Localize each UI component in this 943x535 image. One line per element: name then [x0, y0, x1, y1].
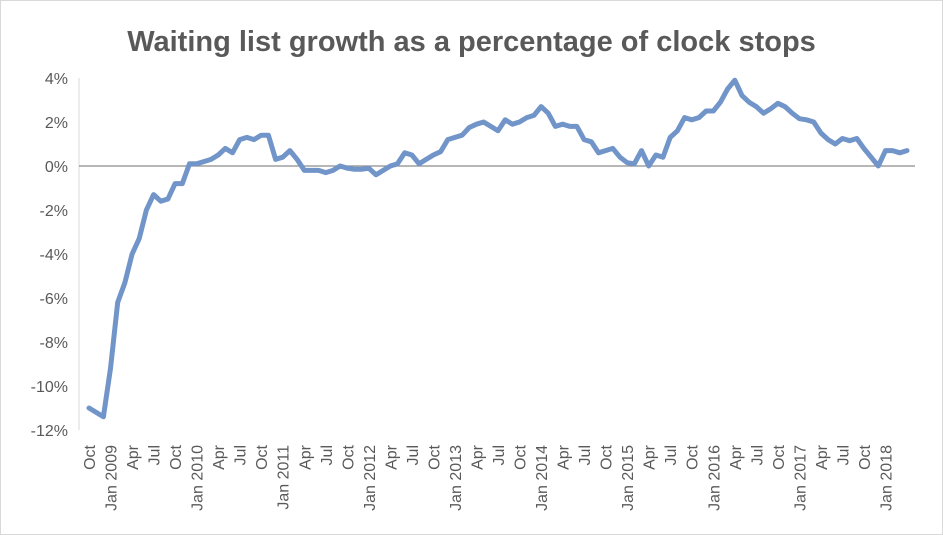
- series-layer: [86, 77, 910, 420]
- x-tick-label: Oct: [685, 444, 702, 469]
- x-tick-label: Jul: [147, 445, 164, 465]
- x-tick-label: Apr: [125, 444, 142, 470]
- x-tick-label: Jan 2009: [104, 445, 121, 511]
- x-tick-label: Jan 2011: [276, 445, 293, 510]
- x-tick-label: Jan 2010: [190, 445, 207, 511]
- x-tick-label: Apr: [297, 444, 314, 470]
- x-tick-label: Jul: [663, 445, 680, 465]
- y-tick-label: 0%: [45, 159, 68, 176]
- x-tick-label: Oct: [599, 444, 616, 469]
- x-tick-label: Jul: [577, 445, 594, 465]
- x-tick-label: Jan 2017: [792, 445, 809, 511]
- y-axis: 4% 2% 0% -2% -4% -6% -8% -10% -12%: [31, 71, 80, 440]
- chart-title: Waiting list growth as a percentage of c…: [127, 26, 816, 58]
- x-tick-label: Jan 2014: [534, 445, 551, 511]
- y-tick-label: 4%: [45, 71, 68, 88]
- y-tick-label: -10%: [31, 379, 68, 396]
- x-tick-label: Jan 2016: [706, 445, 723, 511]
- y-tick-label: -12%: [31, 423, 68, 440]
- x-tick-label: Oct: [82, 444, 99, 469]
- x-tick-label: Apr: [211, 444, 228, 470]
- x-tick-label: Jan 2018: [879, 445, 896, 511]
- x-tick-label: Oct: [340, 444, 357, 469]
- x-tick-label: Jul: [319, 445, 336, 465]
- x-tick-label: Apr: [470, 444, 487, 470]
- x-tick-label: Jul: [405, 445, 422, 465]
- y-tick-label: 2%: [45, 115, 68, 132]
- x-tick-label: Oct: [426, 444, 443, 469]
- x-axis: Oct Jan 2009 Apr Jul Oct Jan 2010 Apr Jul Oct Jan…: [79, 165, 915, 511]
- x-tick-label: Jul: [233, 445, 250, 465]
- x-tick-label: Oct: [254, 444, 271, 469]
- x-tick-label: Jan 2012: [362, 445, 379, 511]
- x-tick-label: Jul: [491, 445, 508, 465]
- x-tick-label: Jul: [749, 445, 766, 465]
- x-tick-label: Jan 2013: [448, 445, 465, 511]
- x-tick-label: Oct: [513, 444, 530, 469]
- x-tick-label: Oct: [168, 444, 185, 469]
- x-tick-label: Apr: [642, 444, 659, 470]
- series-line-0: [86, 77, 910, 420]
- x-tick-label: Jul: [835, 445, 852, 465]
- y-tick-label: -6%: [40, 291, 68, 308]
- x-tick-label: Jan 2015: [620, 445, 637, 511]
- y-tick-label: -4%: [40, 247, 68, 264]
- x-tick-label: Apr: [728, 444, 745, 470]
- x-tick-label: Oct: [771, 444, 788, 469]
- x-tick-label: Oct: [857, 444, 874, 469]
- x-tick-label: Apr: [383, 444, 400, 470]
- y-tick-label: -8%: [40, 335, 68, 352]
- x-tick-label: Apr: [814, 444, 831, 470]
- y-tick-label: -2%: [40, 203, 68, 220]
- x-tick-label: Apr: [556, 444, 573, 470]
